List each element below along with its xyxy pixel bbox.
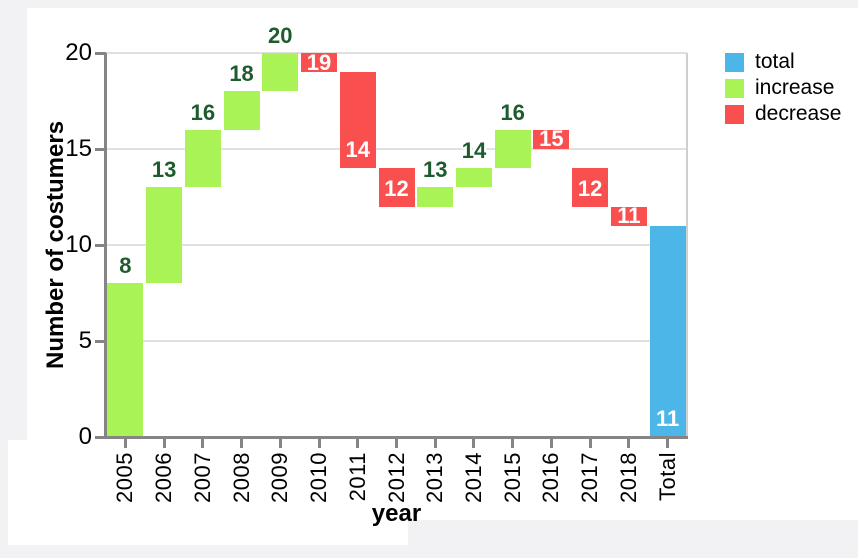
x-tick-label-2013: 2013: [422, 452, 448, 503]
x-tick-2012: [395, 439, 398, 448]
legend-label: increase: [755, 76, 835, 99]
legend-swatch-total: [725, 52, 744, 72]
bar-label-2009: 20: [268, 23, 293, 48]
gridline-y-15: [106, 148, 687, 150]
legend-row-increase: increase: [725, 75, 841, 101]
bar-label-2013: 13: [422, 157, 448, 183]
bar-label-2011: 14: [345, 137, 370, 163]
bar-label-2012: 12: [384, 175, 409, 201]
x-tick-Total: [666, 439, 670, 448]
x-tick-label-2018: 2018: [615, 452, 641, 503]
x-tick-2010: [317, 439, 321, 448]
x-tick-label-2012: 2012: [383, 452, 409, 503]
bar-2011: [339, 72, 376, 169]
x-tick-label-Total: Total: [654, 452, 680, 501]
y-tick-label-5: 5: [78, 327, 92, 354]
x-tick-2008: [240, 439, 244, 448]
plot-border-right: [686, 53, 688, 437]
x-axis-title: year: [371, 500, 422, 527]
x-tick-label-2005: 2005: [112, 452, 138, 503]
x-tick-2017: [588, 439, 592, 448]
gridline-y-5: [106, 340, 687, 342]
x-tick-label-2011: 2011: [344, 452, 370, 502]
x-tick-label-2007: 2007: [189, 452, 215, 503]
legend-row-total: total: [725, 49, 841, 75]
bar-2018: [610, 206, 647, 226]
x-tick-2009: [278, 439, 282, 448]
bar-label-2014: 14: [461, 138, 487, 164]
legend-swatch-increase: [725, 78, 744, 98]
bar-2015: [494, 129, 531, 169]
x-tick-label-2008: 2008: [228, 452, 254, 503]
x-tick-label-2010: 2010: [306, 452, 332, 503]
x-tick-2013: [433, 439, 437, 448]
bar-label-2017: 12: [577, 175, 603, 201]
y-tick-label-0: 0: [78, 423, 92, 450]
bar-2009: [262, 53, 299, 92]
x-tick-2014: [472, 439, 476, 448]
legend-row-decrease: decrease: [725, 101, 841, 127]
x-tick-label-2006: 2006: [151, 452, 177, 503]
bar-label-2010: 19: [306, 49, 332, 75]
x-tick-label-2016: 2016: [538, 452, 564, 503]
gridline-y-10: [106, 244, 687, 246]
x-tick-2005: [123, 439, 127, 448]
x-tick-label-2017: 2017: [577, 452, 603, 503]
bar-2012: [378, 168, 415, 207]
bar-2013: [417, 187, 454, 207]
bar-label-2006: 13: [151, 157, 177, 183]
y-tick-label-10: 10: [65, 231, 92, 258]
bar-label-2015: 16: [500, 99, 525, 125]
y-axis-title: Number of costumers: [42, 120, 69, 370]
bar-2016: [533, 129, 570, 149]
bar-label-2005: 8: [119, 253, 132, 279]
y-tick-0: [95, 435, 106, 439]
gridline-y-20: [106, 52, 687, 54]
legend-label: total: [755, 50, 795, 73]
y-tick-10: [95, 243, 106, 247]
bar-2017: [572, 168, 609, 207]
x-tick-2018: [627, 439, 631, 448]
x-tick-label-2009: 2009: [267, 452, 293, 503]
y-tick-5: [95, 339, 106, 343]
bar-label-Total: 11: [655, 406, 680, 431]
x-tick-label-2015: 2015: [499, 452, 525, 503]
y-tick-label-20: 20: [65, 39, 92, 66]
bar-label-2016: 15: [539, 126, 564, 152]
bar-2006: [146, 187, 183, 284]
bar-label-2018: 11: [617, 203, 641, 229]
bar-2010: [301, 53, 338, 73]
x-tick-2016: [549, 439, 553, 448]
bar-2007: [184, 129, 221, 188]
x-tick-2006: [162, 439, 166, 448]
bar-2005: [107, 283, 144, 437]
x-tick-2015: [511, 439, 515, 448]
y-tick-15: [95, 147, 106, 151]
bar-2008: [223, 91, 260, 130]
x-axis-line: [104, 436, 688, 439]
legend: total increase decrease: [725, 49, 841, 127]
legend-swatch-decrease: [725, 104, 744, 124]
bar-label-2008: 18: [229, 61, 254, 87]
bar-Total: [649, 225, 686, 437]
bar-label-2007: 16: [190, 99, 216, 125]
chart-panel-strip: [8, 440, 408, 545]
legend-label: decrease: [755, 102, 842, 125]
y-tick-20: [95, 51, 106, 55]
x-tick-label-2014: 2014: [460, 452, 486, 503]
y-tick-label-15: 15: [65, 135, 92, 162]
x-tick-2011: [356, 439, 360, 448]
x-tick-2007: [201, 439, 205, 448]
bar-2014: [455, 168, 492, 188]
